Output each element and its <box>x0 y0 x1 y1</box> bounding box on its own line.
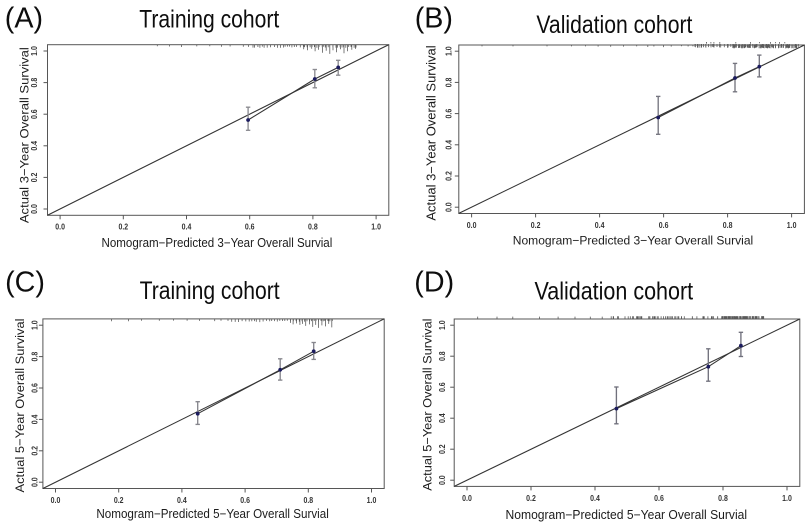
svg-text:0.8: 0.8 <box>718 494 728 503</box>
svg-text:0.8: 0.8 <box>30 351 39 361</box>
svg-text:Validation cohort: Validation cohort <box>535 279 694 306</box>
svg-text:0.4: 0.4 <box>595 221 605 230</box>
svg-text:Training cohort: Training cohort <box>140 278 280 305</box>
svg-text:0.6: 0.6 <box>659 221 669 230</box>
svg-text:0.0: 0.0 <box>438 475 447 485</box>
svg-text:0.8: 0.8 <box>308 223 318 232</box>
svg-text:0.4: 0.4 <box>445 139 454 149</box>
svg-text:1.0: 1.0 <box>787 221 797 230</box>
svg-text:Nomogram−Predicted 5−Year Over: Nomogram−Predicted 5−Year Overall Survia… <box>96 507 328 521</box>
svg-text:1.0: 1.0 <box>371 223 381 232</box>
svg-text:Nomogram−Predicted 3−Year Over: Nomogram−Predicted 3−Year Overall Survia… <box>102 236 333 250</box>
svg-text:Actual 3−Year Overall Survival: Actual 3−Year Overall Survival <box>18 47 32 223</box>
svg-text:0.8: 0.8 <box>445 77 454 87</box>
svg-text:0.4: 0.4 <box>438 413 447 423</box>
svg-text:0.2: 0.2 <box>30 172 39 182</box>
svg-text:0.6: 0.6 <box>654 494 664 503</box>
svg-text:0.6: 0.6 <box>30 383 39 393</box>
svg-text:0.2: 0.2 <box>438 444 447 454</box>
svg-text:0.4: 0.4 <box>177 496 187 505</box>
svg-text:1.0: 1.0 <box>30 320 39 330</box>
svg-text:0.2: 0.2 <box>445 171 454 181</box>
svg-text:0.0: 0.0 <box>30 204 39 214</box>
svg-text:Nomogram−Predicted 5−Year Over: Nomogram−Predicted 5−Year Overall Survia… <box>506 508 748 522</box>
svg-text:0.6: 0.6 <box>445 108 454 118</box>
svg-text:0.2: 0.2 <box>118 223 128 232</box>
svg-text:0.0: 0.0 <box>30 477 39 487</box>
svg-text:0.0: 0.0 <box>467 221 477 230</box>
svg-text:Actual 5−Year Overall Survival: Actual 5−Year Overall Survival <box>13 319 27 493</box>
svg-text:0.2: 0.2 <box>114 496 124 505</box>
svg-text:(C): (C) <box>5 267 45 299</box>
svg-text:1.0: 1.0 <box>445 46 454 56</box>
svg-text:0.4: 0.4 <box>182 223 192 232</box>
svg-text:0.6: 0.6 <box>240 496 250 505</box>
svg-text:Training cohort: Training cohort <box>139 7 279 34</box>
svg-text:0.0: 0.0 <box>51 496 61 505</box>
svg-text:0.2: 0.2 <box>526 494 536 503</box>
svg-text:0.0: 0.0 <box>445 202 454 212</box>
svg-text:1.0: 1.0 <box>367 496 377 505</box>
svg-text:0.8: 0.8 <box>30 77 39 87</box>
svg-text:1.0: 1.0 <box>30 46 39 56</box>
svg-text:0.8: 0.8 <box>303 496 313 505</box>
svg-text:0.6: 0.6 <box>30 109 39 119</box>
svg-text:0.8: 0.8 <box>723 221 733 230</box>
svg-text:0.6: 0.6 <box>245 223 255 232</box>
svg-text:0.2: 0.2 <box>531 221 541 230</box>
svg-text:0.4: 0.4 <box>30 414 39 424</box>
svg-text:0.0: 0.0 <box>55 223 65 232</box>
svg-text:(B): (B) <box>415 2 453 34</box>
svg-text:(A): (A) <box>5 2 43 34</box>
svg-text:1.0: 1.0 <box>782 494 792 503</box>
svg-text:0.0: 0.0 <box>462 494 472 503</box>
svg-text:Nomogram−Predicted 3−Year Over: Nomogram−Predicted 3−Year Overall Survia… <box>513 234 753 248</box>
svg-text:0.8: 0.8 <box>438 351 447 361</box>
svg-text:Validation cohort: Validation cohort <box>536 12 692 39</box>
svg-text:Actual 3−Year Overall Survival: Actual 3−Year Overall Survival <box>425 45 439 220</box>
svg-text:Actual 5−Year Overall Survival: Actual 5−Year Overall Survival <box>421 318 435 490</box>
svg-text:0.4: 0.4 <box>590 494 600 503</box>
svg-text:(D): (D) <box>414 267 454 299</box>
svg-text:1.0: 1.0 <box>438 320 447 330</box>
svg-text:0.4: 0.4 <box>30 140 39 150</box>
svg-text:0.6: 0.6 <box>438 382 447 392</box>
svg-text:0.2: 0.2 <box>30 445 39 455</box>
